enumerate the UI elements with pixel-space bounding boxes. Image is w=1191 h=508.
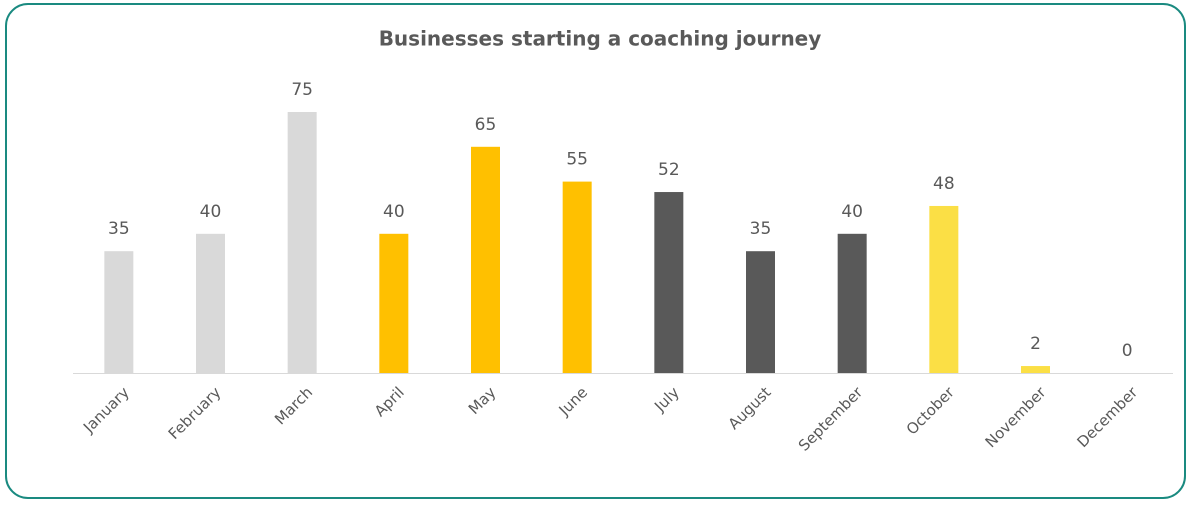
bar <box>654 192 684 373</box>
value-label: 2 <box>1030 334 1041 354</box>
value-label: 48 <box>933 174 955 194</box>
value-label: 40 <box>383 202 405 222</box>
bar <box>379 233 409 373</box>
value-label: 35 <box>108 219 130 239</box>
value-label: 40 <box>200 202 222 222</box>
bar <box>287 112 317 373</box>
bar <box>471 146 500 373</box>
bar <box>929 205 959 373</box>
value-label: 40 <box>841 202 863 222</box>
bar <box>1021 366 1050 373</box>
value-label: 55 <box>566 150 588 170</box>
bar <box>562 181 592 373</box>
bar <box>837 233 867 373</box>
bar <box>196 233 225 373</box>
bar <box>104 251 134 373</box>
value-label: 52 <box>658 160 680 180</box>
bar <box>746 251 775 373</box>
value-label: 0 <box>1122 341 1133 361</box>
value-label: 35 <box>750 219 772 239</box>
value-label: 65 <box>475 115 497 135</box>
value-label: 75 <box>291 80 313 100</box>
chart-title: Businesses starting a coaching journey <box>379 27 822 51</box>
